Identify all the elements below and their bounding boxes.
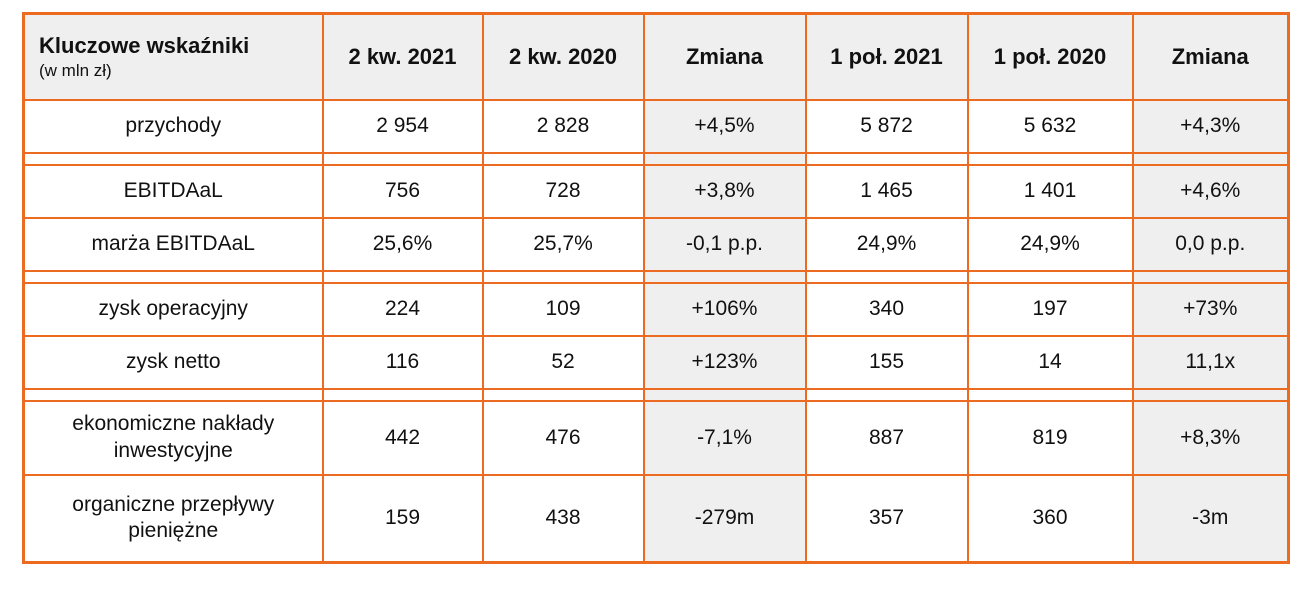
cell-value: 224 [321, 281, 484, 337]
cell-change: +73% [1131, 281, 1290, 337]
cell-value: 24,9% [966, 216, 1134, 272]
cell-value: 52 [481, 334, 645, 390]
cell-change: -3m [1131, 473, 1290, 564]
table-title: Kluczowe wskaźniki [39, 32, 250, 58]
spacer-cell [321, 151, 484, 166]
table-unit-note: (w mln zł) [39, 60, 112, 80]
cell-value: 887 [804, 399, 969, 476]
spacer-cell [22, 269, 324, 284]
table-row-ebitdaal: EBITDAaL 756 728 +3,8% 1 465 1 401 +4,6% [22, 163, 1290, 219]
cell-value: 155 [804, 334, 969, 390]
row-label: zysk netto [22, 334, 324, 390]
spacer-cell [22, 387, 324, 402]
spacer-cell [966, 387, 1134, 402]
key-indicators-table: Kluczowe wskaźniki (w mln zł) 2 kw. 2021… [22, 12, 1290, 564]
cell-change: +123% [642, 334, 807, 390]
spacer-cell [481, 387, 645, 402]
cell-value: 357 [804, 473, 969, 564]
cell-value: 109 [481, 281, 645, 337]
row-label: zysk operacyjny [22, 281, 324, 337]
spacer-cell [22, 151, 324, 166]
table-row-organiczne-przeplywy: organiczne przepływy pieniężne 159 438 -… [22, 473, 1290, 564]
spacer-cell [804, 387, 969, 402]
spacer-cell [1131, 151, 1290, 166]
cell-value: 2 954 [321, 98, 484, 154]
header-cell-change-half: Zmiana [1131, 12, 1290, 101]
spacer-cell [1131, 387, 1290, 402]
cell-change: +106% [642, 281, 807, 337]
cell-change: -7,1% [642, 399, 807, 476]
cell-change: -279m [642, 473, 807, 564]
cell-value: 476 [481, 399, 645, 476]
cell-value: 2 828 [481, 98, 645, 154]
table-row-marza-ebitdaal: marża EBITDAaL 25,6% 25,7% -0,1 p.p. 24,… [22, 216, 1290, 272]
cell-value: 360 [966, 473, 1134, 564]
spacer-cell [481, 151, 645, 166]
cell-value: 1 401 [966, 163, 1134, 219]
spacer-cell [966, 269, 1134, 284]
cell-value: 819 [966, 399, 1134, 476]
cell-value: 25,7% [481, 216, 645, 272]
spacer-row [22, 387, 1290, 402]
header-cell-title: Kluczowe wskaźniki (w mln zł) [22, 12, 324, 101]
spacer-row [22, 151, 1290, 166]
header-cell-q2-2020: 2 kw. 2020 [481, 12, 645, 101]
table-row-ekonomiczne-naklady: ekonomiczne nakłady inwestycyjne 442 476… [22, 399, 1290, 476]
cell-value: 5 632 [966, 98, 1134, 154]
cell-value: 340 [804, 281, 969, 337]
row-label: organiczne przepływy pieniężne [22, 473, 324, 564]
spacer-cell [642, 151, 807, 166]
cell-value: 1 465 [804, 163, 969, 219]
cell-change: -0,1 p.p. [642, 216, 807, 272]
cell-value: 442 [321, 399, 484, 476]
cell-value: 438 [481, 473, 645, 564]
row-label: marża EBITDAaL [22, 216, 324, 272]
cell-change: +4,6% [1131, 163, 1290, 219]
cell-value: 24,9% [804, 216, 969, 272]
row-label: przychody [22, 98, 324, 154]
cell-change: +4,5% [642, 98, 807, 154]
cell-value: 756 [321, 163, 484, 219]
cell-change: +3,8% [642, 163, 807, 219]
spacer-cell [321, 269, 484, 284]
table-row-zysk-operacyjny: zysk operacyjny 224 109 +106% 340 197 +7… [22, 281, 1290, 337]
table-row-zysk-netto: zysk netto 116 52 +123% 155 14 11,1x [22, 334, 1290, 390]
spacer-cell [642, 269, 807, 284]
spacer-cell [804, 269, 969, 284]
table-header-row: Kluczowe wskaźniki (w mln zł) 2 kw. 2021… [22, 12, 1290, 101]
cell-value: 159 [321, 473, 484, 564]
cell-change: 0,0 p.p. [1131, 216, 1290, 272]
cell-change: 11,1x [1131, 334, 1290, 390]
cell-value: 116 [321, 334, 484, 390]
header-cell-h1-2021: 1 poł. 2021 [804, 12, 969, 101]
spacer-row [22, 269, 1290, 284]
spacer-cell [321, 387, 484, 402]
cell-value: 25,6% [321, 216, 484, 272]
row-label: EBITDAaL [22, 163, 324, 219]
spacer-cell [642, 387, 807, 402]
spacer-cell [481, 269, 645, 284]
cell-value: 728 [481, 163, 645, 219]
spacer-cell [804, 151, 969, 166]
table-row-przychody: przychody 2 954 2 828 +4,5% 5 872 5 632 … [22, 98, 1290, 154]
header-cell-change-quarter: Zmiana [642, 12, 807, 101]
cell-value: 197 [966, 281, 1134, 337]
spacer-cell [1131, 269, 1290, 284]
spacer-cell [966, 151, 1134, 166]
cell-value: 14 [966, 334, 1134, 390]
row-label: ekonomiczne nakłady inwestycyjne [22, 399, 324, 476]
header-cell-q2-2021: 2 kw. 2021 [321, 12, 484, 101]
cell-change: +8,3% [1131, 399, 1290, 476]
header-cell-h1-2020: 1 poł. 2020 [966, 12, 1134, 101]
cell-change: +4,3% [1131, 98, 1290, 154]
cell-value: 5 872 [804, 98, 969, 154]
